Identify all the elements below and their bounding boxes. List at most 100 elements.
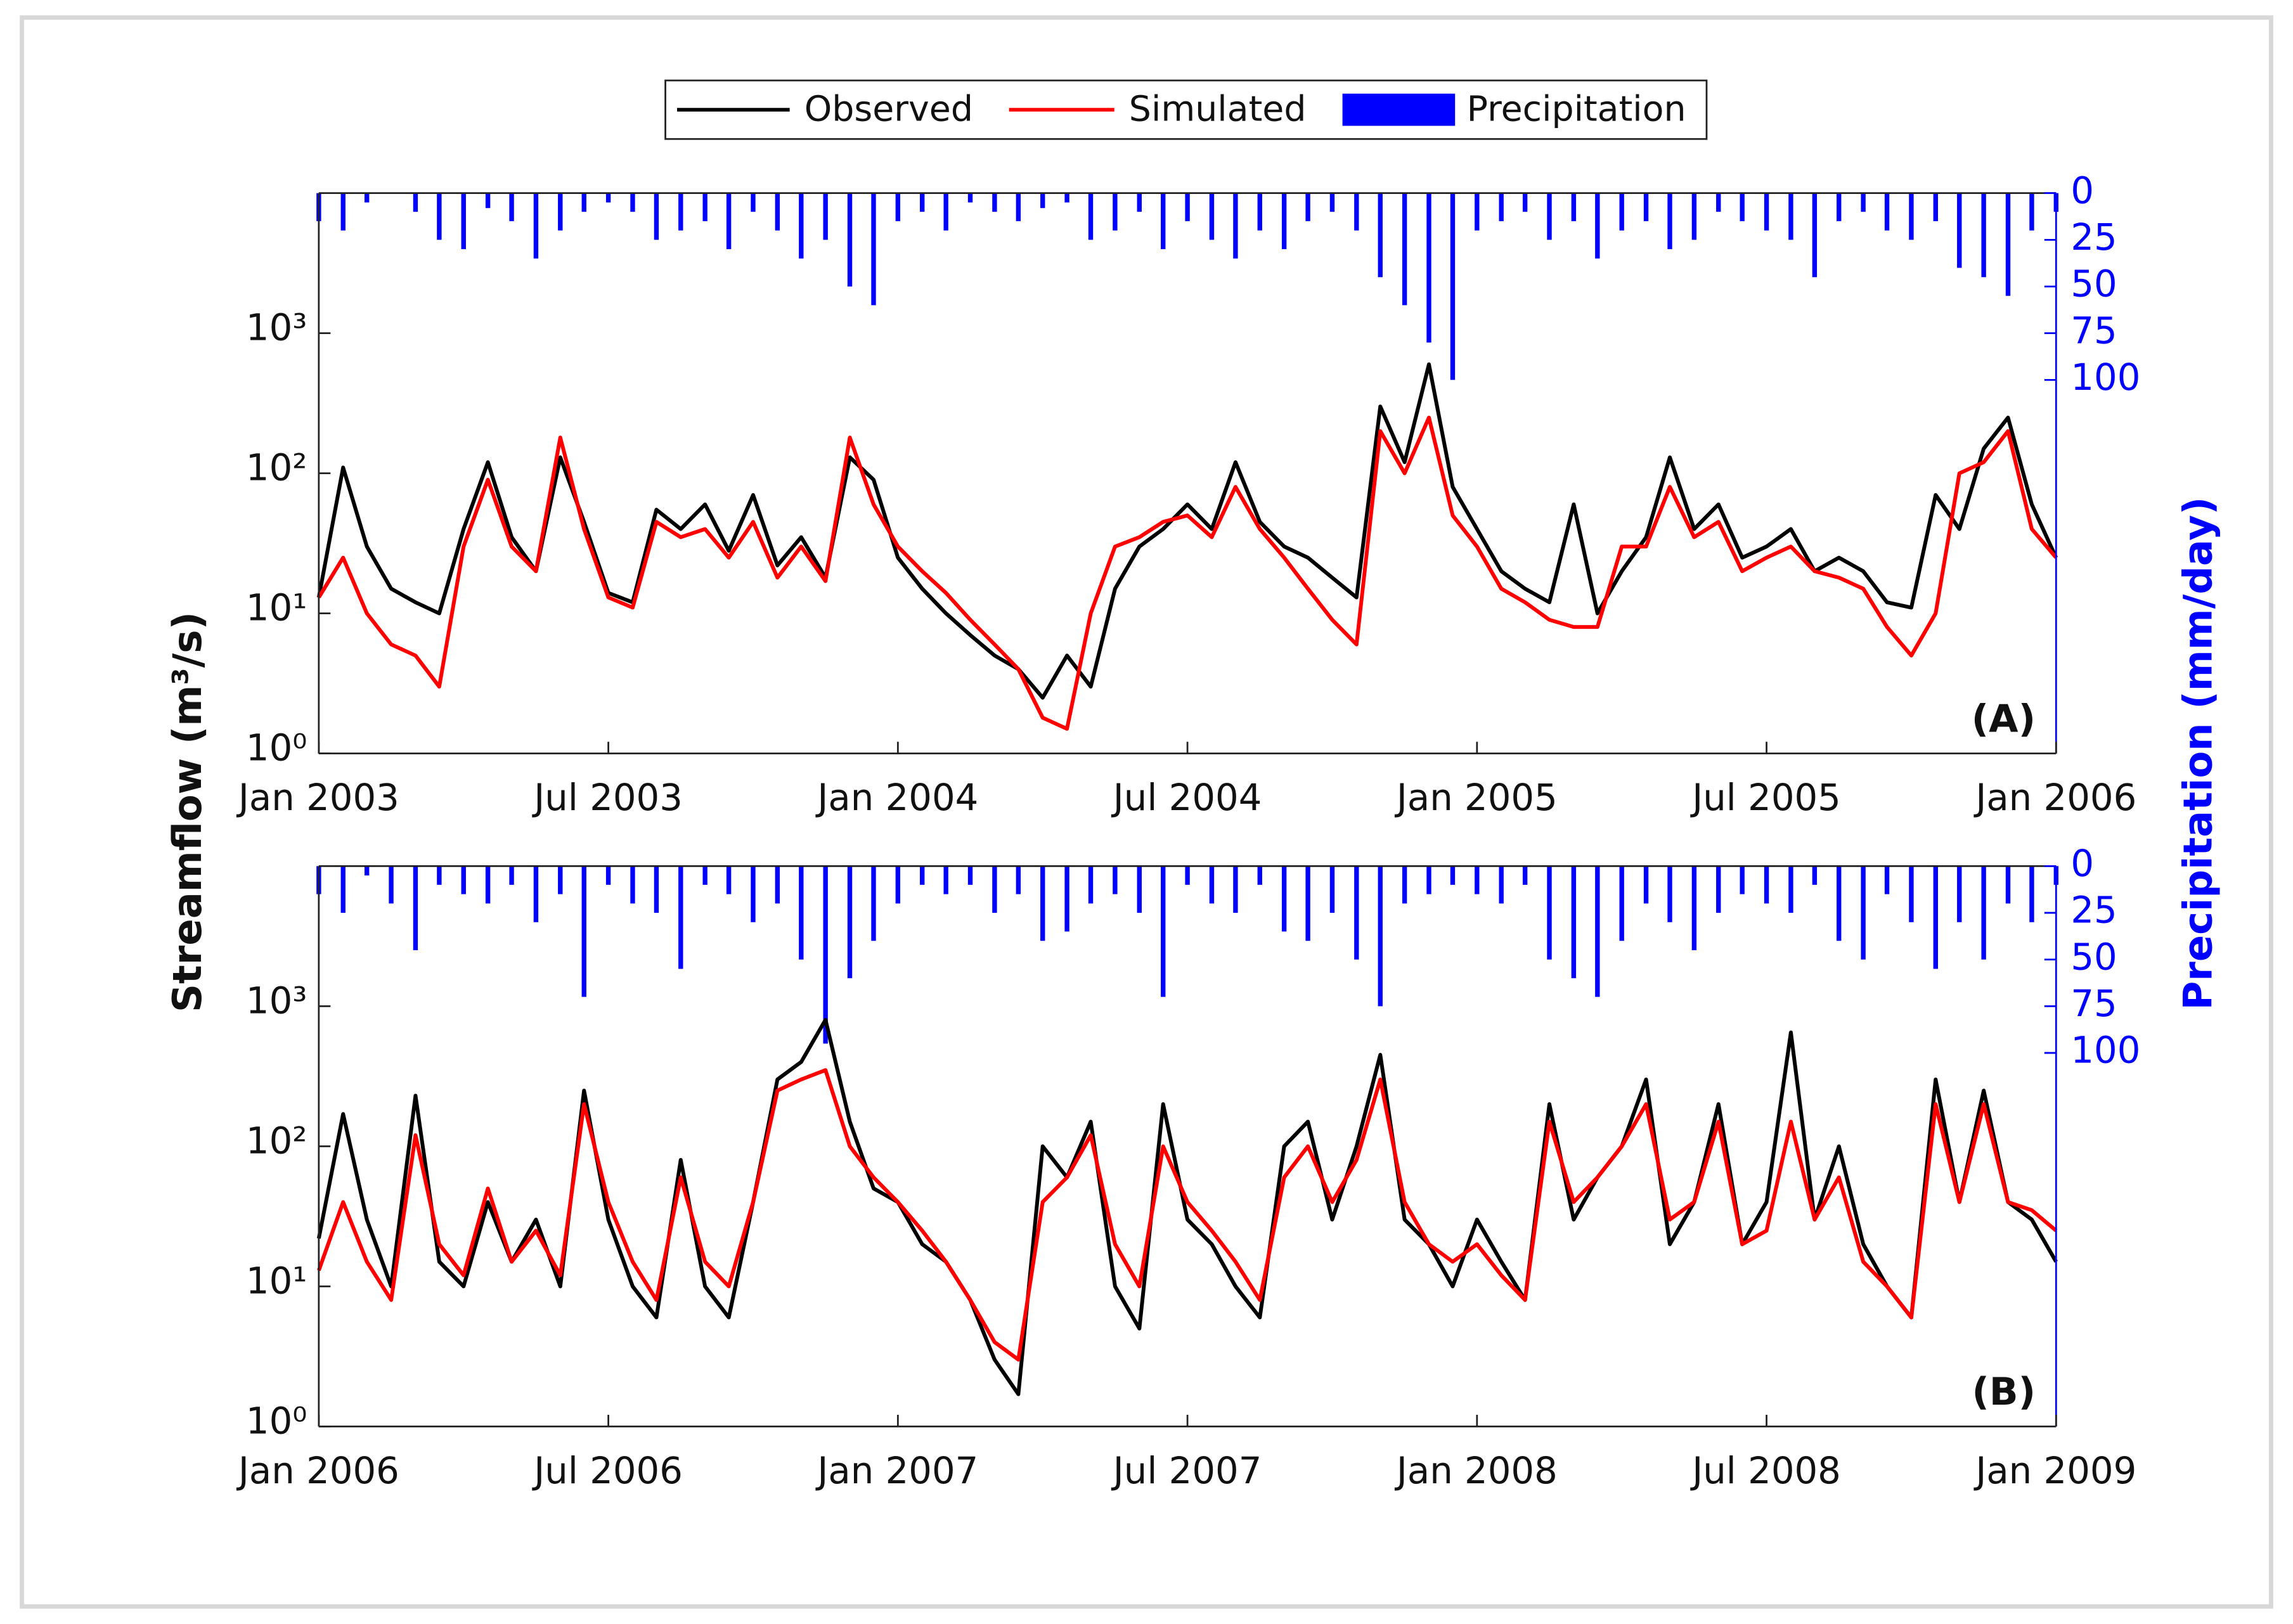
precip-bar [1595, 866, 1600, 997]
precip-bar [1884, 866, 1890, 894]
precip-bar [1088, 193, 1094, 240]
precip-bar [847, 866, 853, 979]
precip-bar [1909, 193, 1914, 240]
precip-bar [1522, 193, 1528, 212]
series-line [317, 1068, 2058, 1362]
precip-bar [1233, 866, 1238, 913]
precip-bar [799, 866, 804, 960]
precip-bar [967, 193, 973, 203]
precip-bar [1522, 866, 1528, 885]
precip-bar [1667, 866, 1672, 922]
precip-bar [702, 866, 707, 885]
series-line [317, 415, 2058, 731]
legend-box [664, 79, 1708, 140]
precip-bar [726, 866, 732, 894]
legend-label: Precipitation [1467, 89, 1686, 130]
x-tick-label: Jul 2008 [1690, 1449, 1841, 1492]
precip-bar [389, 866, 394, 904]
precip-bar [823, 866, 828, 1044]
precip-bar [823, 193, 828, 240]
precip-bar [1137, 866, 1142, 913]
precip-bar [1378, 866, 1383, 1007]
precip-bar [605, 866, 611, 885]
x-tick-label: Jan 2004 [815, 776, 978, 819]
legend-label: Simulated [1129, 89, 1307, 130]
precip-bar [461, 193, 466, 250]
y2-tick-label: 50 [2070, 262, 2117, 306]
panel-label: (B) [1972, 1370, 2036, 1414]
precip-bar [1764, 866, 1769, 904]
precip-bar [558, 866, 563, 894]
precip-bar [2005, 193, 2011, 296]
y-tick-label: 10³ [246, 979, 307, 1022]
precip-bar [461, 866, 466, 894]
y2-tick-label: 0 [2070, 169, 2094, 212]
precip-bar [1837, 866, 1842, 941]
precip-bar [1233, 193, 1238, 259]
precip-bar [1257, 866, 1262, 885]
precip-bar [1016, 193, 1021, 221]
y-tick-label: 10² [246, 1119, 307, 1162]
precip-bar [943, 193, 948, 231]
y2-tick-label: 100 [2070, 356, 2140, 399]
precip-bar [751, 866, 756, 922]
precip-bar [847, 193, 853, 287]
precip-bar [1161, 866, 1166, 997]
precip-bar [365, 866, 370, 876]
y-tick-label: 10² [246, 446, 307, 489]
precip-bar [1619, 866, 1624, 941]
precip-bar [1571, 866, 1577, 979]
precip-bar [1547, 866, 1552, 960]
precip-bar [1016, 866, 1021, 894]
precip-bar [1161, 193, 1166, 250]
precip-bar [1981, 193, 1986, 278]
precip-bar [1643, 193, 1649, 221]
x-tick-label: Jan 2006 [1973, 776, 2136, 819]
precip-bar [871, 866, 876, 941]
precip-bar [1475, 866, 1480, 894]
precip-bar [920, 866, 925, 885]
precip-bar [533, 193, 539, 259]
precip-bar [1209, 193, 1215, 240]
y2-tick-label: 25 [2070, 216, 2117, 259]
panel: Jan 2006 Jul 2006 Jan 2007 Jul 2007 Jan 2008… [236, 842, 2141, 1492]
precip-bar [2005, 866, 2011, 904]
precip-bar [678, 866, 683, 969]
precip-bar [1837, 193, 1842, 221]
x-tick-label: Jan 2007 [815, 1449, 978, 1492]
precip-bar [1957, 866, 1962, 922]
x-tick-label: Jul 2004 [1111, 776, 1262, 819]
legend: Observed Simulated Precipitation [664, 79, 1708, 140]
precip-bar [2029, 193, 2034, 231]
precip-bar [485, 866, 491, 904]
precip-bar [895, 193, 901, 221]
x-tick-label: Jul 2007 [1111, 1449, 1262, 1492]
precip-bar [1305, 193, 1310, 221]
precip-bar [1981, 866, 1986, 960]
precip-bar [1450, 866, 1456, 885]
precip-bar [1281, 193, 1287, 250]
precip-bar [1933, 866, 1938, 969]
y-axis-label: Streamflow (m³/s) [164, 612, 210, 1012]
precip-bar [967, 866, 973, 885]
x-tick-label: Jan 2009 [1973, 1449, 2136, 1492]
x-tick-label: Jan 2006 [236, 1449, 399, 1492]
precip-bar [799, 193, 804, 259]
legend-label: Observed [804, 89, 973, 130]
precip-bar [1064, 193, 1069, 203]
precip-bar [1402, 866, 1407, 904]
precip-bar [413, 193, 418, 212]
precip-bar [509, 866, 514, 885]
precip-bar [1667, 193, 1672, 250]
x-tick-label: Jan 2008 [1395, 1449, 1558, 1492]
legend-swatch [1342, 93, 1456, 126]
y2-tick-label: 25 [2070, 889, 2117, 932]
precip-bar [1619, 193, 1624, 231]
precip-bar [1933, 193, 1938, 221]
precip-bar [1884, 193, 1890, 231]
precip-bar [1064, 866, 1069, 932]
precip-bar [1088, 866, 1094, 904]
precip-bar [895, 866, 901, 904]
precip-bar [581, 866, 586, 997]
precip-bar [654, 866, 659, 913]
